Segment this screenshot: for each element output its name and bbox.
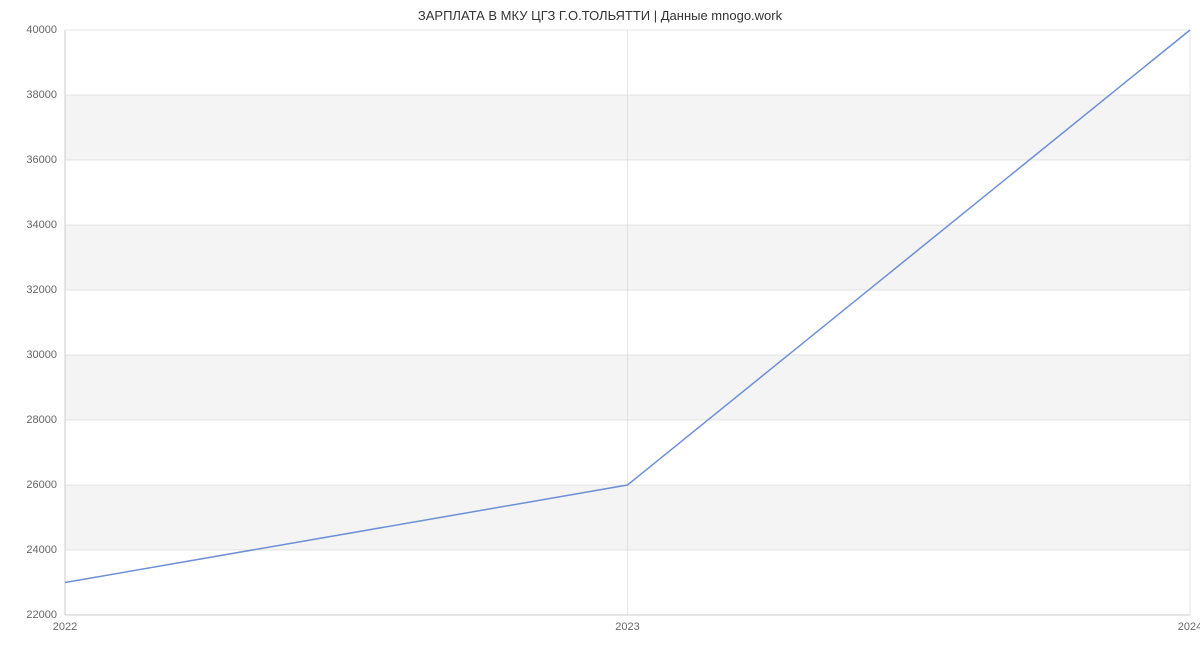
x-tick-label: 2023	[615, 621, 639, 633]
y-tick-label: 32000	[0, 284, 57, 296]
chart-plot-svg	[0, 0, 1200, 650]
y-tick-label: 30000	[0, 349, 57, 361]
y-tick-label: 22000	[0, 609, 57, 621]
y-tick-label: 36000	[0, 154, 57, 166]
salary-chart: ЗАРПЛАТА В МКУ ЦГЗ Г.О.ТОЛЬЯТТИ | Данные…	[0, 0, 1200, 650]
y-tick-label: 40000	[0, 24, 57, 36]
x-tick-label: 2022	[53, 621, 77, 633]
y-tick-label: 34000	[0, 219, 57, 231]
x-tick-label: 2024	[1178, 621, 1200, 633]
y-tick-label: 24000	[0, 544, 57, 556]
y-tick-label: 38000	[0, 89, 57, 101]
y-tick-label: 26000	[0, 479, 57, 491]
y-tick-label: 28000	[0, 414, 57, 426]
